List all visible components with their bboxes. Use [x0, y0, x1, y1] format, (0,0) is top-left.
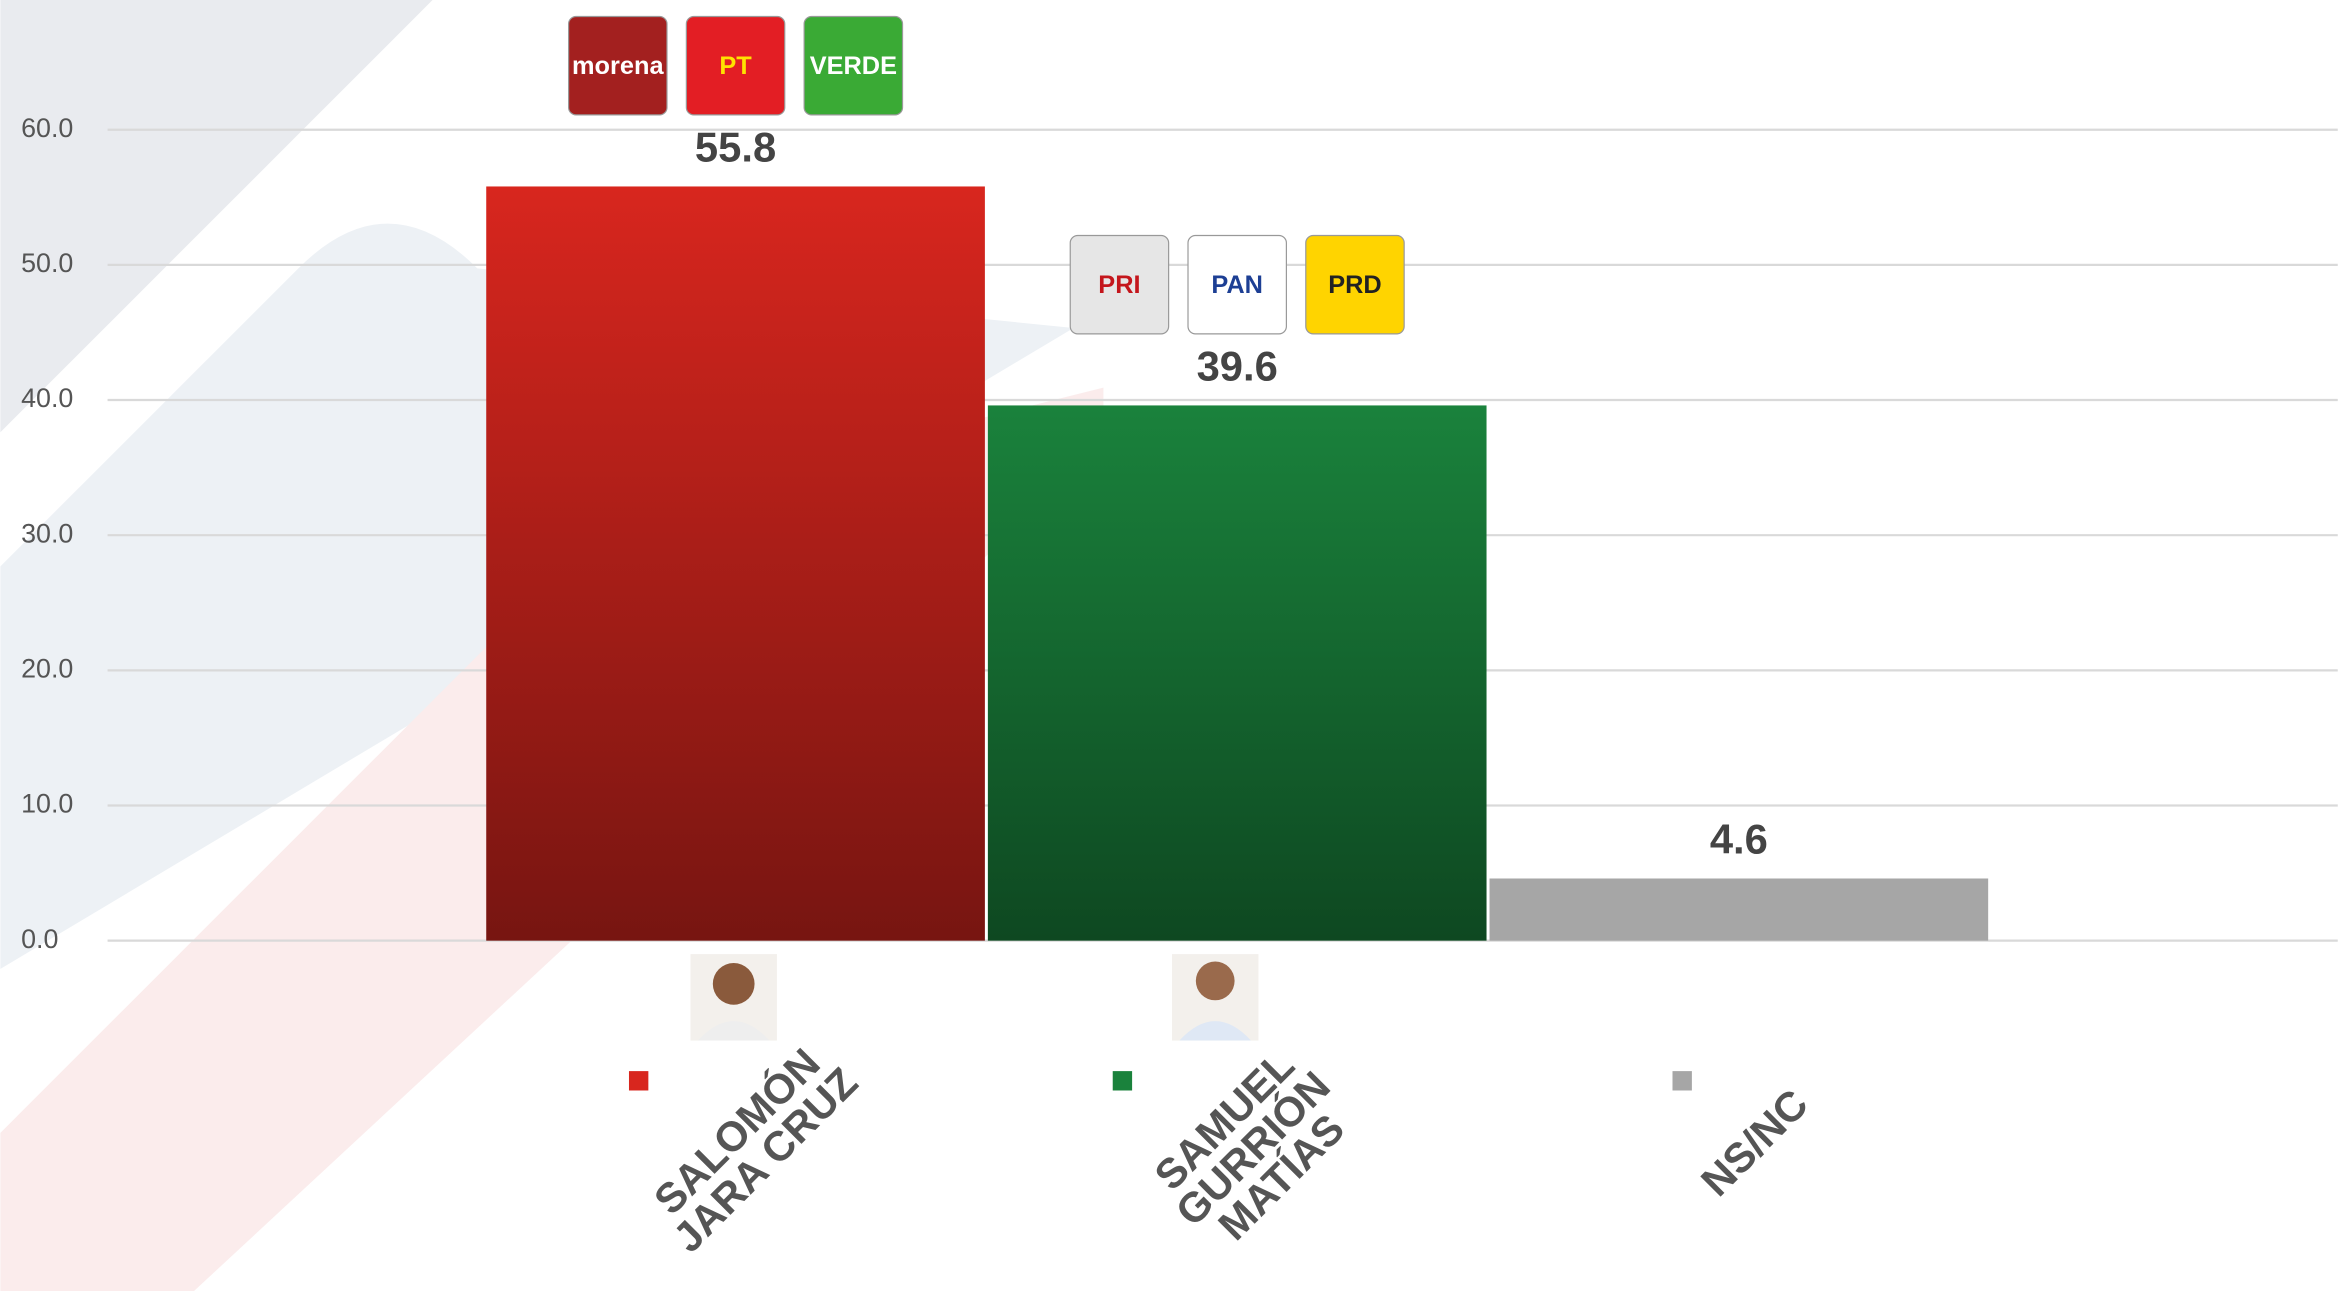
party-logo — [567, 15, 668, 116]
party-logo-label: VERDE — [810, 52, 897, 80]
y-tick-label: 40.0 — [21, 383, 73, 413]
bar — [1489, 878, 1989, 941]
y-tick-label: 0.0 — [21, 924, 58, 954]
value-label: 4.6 — [1710, 816, 1768, 863]
value-label: 55.8 — [695, 124, 776, 171]
party-logo-label: morena — [572, 52, 664, 80]
party-logo — [685, 15, 786, 116]
y-tick-label: 30.0 — [21, 518, 73, 548]
party-logo-label: PRD — [1328, 271, 1381, 299]
y-tick-label: 60.0 — [21, 113, 73, 143]
legend-swatch — [1671, 1069, 1694, 1092]
y-tick-label: 50.0 — [21, 248, 73, 278]
y-tick-label: 10.0 — [21, 789, 73, 819]
value-label: 39.6 — [1197, 343, 1278, 390]
legend-swatch — [1111, 1069, 1134, 1092]
party-logo — [1187, 234, 1287, 335]
party-logo-label: PT — [719, 52, 752, 80]
party-logo-label: PRI — [1098, 271, 1140, 299]
bar — [486, 186, 985, 941]
candidate-photo — [690, 954, 777, 1041]
party-logo — [1305, 234, 1405, 335]
bar — [987, 405, 1487, 941]
party-logo — [803, 15, 904, 116]
party-logo-label: PAN — [1211, 271, 1263, 299]
legend-swatch — [627, 1069, 650, 1092]
x-tick-label: NS/NC — [1692, 1080, 1817, 1205]
y-tick-label: 20.0 — [21, 653, 73, 683]
candidate-photo — [1171, 954, 1259, 1041]
party-logo — [1069, 234, 1170, 335]
